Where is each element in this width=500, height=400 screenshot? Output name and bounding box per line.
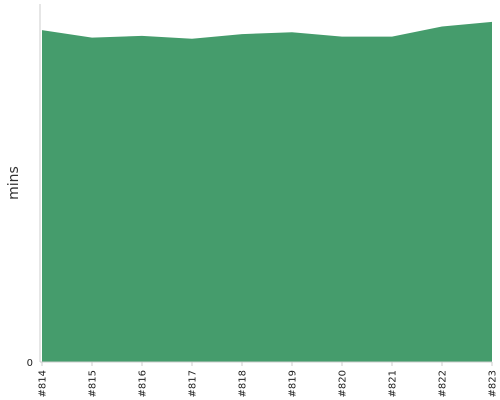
x-tick-label: #819 [288, 370, 299, 397]
area-series [42, 21, 492, 363]
y-axis-title: mins [6, 166, 22, 200]
x-tick-label: #820 [338, 370, 349, 397]
x-tick-label: #817 [188, 370, 199, 397]
x-tick-label: #816 [138, 370, 149, 397]
x-tick-label: #823 [488, 370, 499, 397]
x-tick-label: #822 [438, 370, 449, 397]
x-tick-label: #821 [388, 370, 399, 397]
x-axis-ticks: #814 #815 #816 #817 #818 #819 #820 #821 #822 #823 [38, 362, 499, 397]
x-tick-label: #818 [238, 370, 249, 397]
y-tick-label: 0 [27, 358, 33, 369]
x-tick-label: #814 [38, 370, 49, 397]
x-tick-label: #815 [88, 370, 99, 397]
